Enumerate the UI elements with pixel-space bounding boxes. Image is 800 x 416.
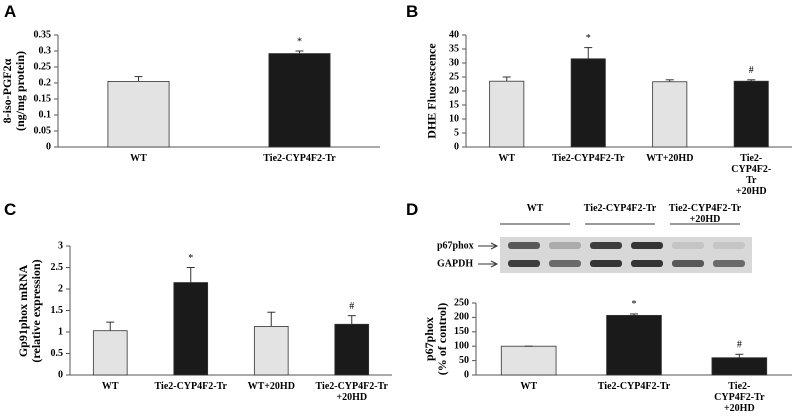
x-tick-label: WT xyxy=(101,381,119,392)
blot-band xyxy=(713,260,745,267)
bar xyxy=(107,81,170,148)
significance-marker: * xyxy=(586,33,591,44)
x-tick-label: WT xyxy=(498,153,516,164)
y-tick-label: 40 xyxy=(449,29,459,40)
panel-letter: B xyxy=(406,2,419,21)
y-tick-label: 0 xyxy=(46,141,51,152)
significance-marker: # xyxy=(349,301,354,312)
blot-band xyxy=(672,260,704,267)
significance-marker: * xyxy=(632,299,637,310)
blot-group-label: WT xyxy=(526,203,544,214)
y-tick-label: 0.35 xyxy=(34,29,52,40)
x-tick-label: Tie2-CYP4F2-Tr xyxy=(154,381,227,392)
bar xyxy=(606,314,662,376)
y-tick-label: 0.15 xyxy=(34,93,52,104)
bar xyxy=(173,282,209,376)
bar xyxy=(334,323,370,376)
y-tick-label: 10 xyxy=(449,113,459,124)
y-tick-label: 0.25 xyxy=(34,61,52,72)
significance-marker: # xyxy=(737,340,742,351)
y-tick-label: 200 xyxy=(454,312,469,323)
blot-arrowhead xyxy=(490,242,499,250)
y-tick-label: 25 xyxy=(449,71,459,82)
blot-band xyxy=(631,242,663,249)
x-tick-label: Tie2-CYP4F2-Tr xyxy=(263,153,336,164)
x-tick-label: WT xyxy=(520,381,537,392)
blot-band xyxy=(631,260,663,267)
x-tick-label: WT+20HD xyxy=(247,381,295,392)
bar xyxy=(711,357,768,376)
blot-group-label: Tie2-CYP4F2-Tr xyxy=(583,203,657,214)
x-tick-label: Tie2-CYP4F2-Tr xyxy=(597,381,671,392)
y-axis-label: Gp91phox mRNA (relative expression) xyxy=(16,258,43,363)
blot-arrowhead xyxy=(490,260,499,268)
bar xyxy=(570,58,606,148)
y-tick-label: 100 xyxy=(454,340,469,351)
blot-band xyxy=(508,242,540,249)
y-tick-label: 2 xyxy=(58,283,63,294)
y-tick-label: 0.3 xyxy=(39,45,52,56)
blot-row-label: GAPDH xyxy=(437,258,473,269)
blot-band xyxy=(508,260,540,267)
y-axis-label: p67phox (% of control) xyxy=(422,302,449,376)
significance-marker: * xyxy=(297,36,302,47)
bar xyxy=(489,80,525,148)
bar xyxy=(500,345,557,376)
bar xyxy=(652,81,688,148)
blot-band xyxy=(590,242,622,249)
y-tick-label: 20 xyxy=(449,85,459,96)
x-tick-label: Tie2-CYP4F2-Tr xyxy=(552,153,625,164)
y-tick-label: 0.1 xyxy=(39,109,52,120)
y-axis-label: 8-iso-PGF2α (ng/mg protein) xyxy=(0,50,27,132)
significance-marker: * xyxy=(188,253,193,264)
significance-marker: # xyxy=(749,65,754,76)
blot-group-label: Tie2-CYP4F2-Tr +20HD xyxy=(668,203,742,225)
y-tick-label: 1.5 xyxy=(51,305,64,316)
x-tick-label: Tie2-CYP4F2-Tr +20HD xyxy=(315,381,388,403)
y-tick-label: 2.5 xyxy=(51,262,64,273)
y-tick-label: 15 xyxy=(449,99,459,110)
panel-letter: D xyxy=(406,200,419,219)
blot-band xyxy=(672,242,704,249)
blot-strip xyxy=(500,237,752,255)
panel-letter: C xyxy=(4,200,17,219)
blot-band xyxy=(549,260,581,267)
blot-band xyxy=(549,242,581,249)
x-tick-label: Tie2-CYP4F2-Tr +20HD xyxy=(714,381,765,414)
panel-letter: A xyxy=(4,2,17,21)
y-tick-label: 0.05 xyxy=(34,125,52,136)
y-tick-label: 0 xyxy=(58,369,63,380)
y-tick-label: 250 xyxy=(454,297,469,308)
y-tick-label: 1 xyxy=(58,326,63,337)
y-tick-label: 0 xyxy=(454,141,459,152)
y-tick-label: 150 xyxy=(454,326,469,337)
y-tick-label: 5 xyxy=(454,127,459,138)
x-tick-label: Tie2-CYP4F2-Tr +20HD xyxy=(731,153,772,197)
y-tick-label: 35 xyxy=(449,43,459,54)
x-tick-label: WT xyxy=(130,153,147,164)
bar xyxy=(92,330,128,376)
bar xyxy=(253,326,289,376)
y-axis-label: DHE Fluorescence xyxy=(424,43,439,139)
x-tick-label: WT+20HD xyxy=(646,153,694,164)
y-tick-label: 30 xyxy=(449,57,459,68)
y-tick-label: 0 xyxy=(464,369,469,380)
y-tick-label: 0.5 xyxy=(51,348,64,359)
y-tick-label: 3 xyxy=(58,240,63,251)
blot-band xyxy=(713,242,745,249)
bar xyxy=(733,80,769,148)
blot-strip xyxy=(500,255,752,273)
blot-band xyxy=(590,260,622,267)
y-tick-label: 0.2 xyxy=(39,77,52,88)
y-tick-label: 50 xyxy=(459,355,469,366)
bar xyxy=(268,53,331,148)
blot-row-label: p67phox xyxy=(437,240,474,251)
